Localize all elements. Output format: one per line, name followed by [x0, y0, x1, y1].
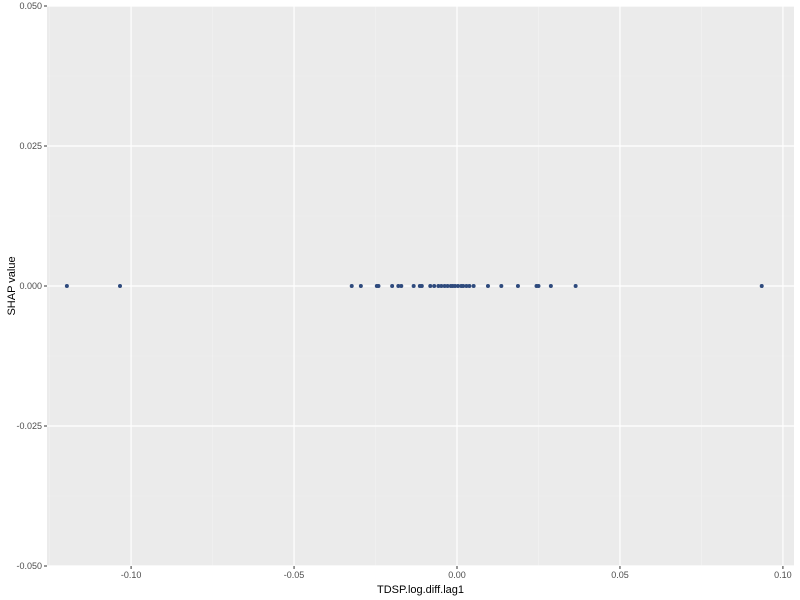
data-point — [464, 284, 469, 288]
data-point — [461, 284, 466, 288]
y-tick-label: -0.025 — [16, 421, 42, 431]
y-axis-ticks: 0.050 0.025 0.000 -0.025 -0.050 — [16, 1, 47, 571]
data-point — [442, 284, 447, 288]
data-point — [499, 284, 504, 288]
data-point — [436, 284, 441, 288]
data-point — [439, 284, 444, 288]
data-point — [390, 284, 395, 288]
data-point — [399, 284, 404, 288]
data-point — [419, 284, 424, 288]
x-tick-label: 0.05 — [611, 570, 629, 580]
data-point — [759, 284, 764, 288]
data-point — [536, 284, 541, 288]
data-point — [467, 284, 472, 288]
data-point — [471, 284, 476, 288]
y-tick-label: 0.025 — [19, 141, 42, 151]
data-points — [64, 284, 764, 288]
x-axis-title: TDSP.log.diff.lag1 — [377, 584, 464, 596]
data-point — [515, 284, 520, 288]
data-point — [432, 284, 437, 288]
major-gridlines — [47, 5, 794, 567]
data-point — [453, 284, 458, 288]
y-tick-label: 0.000 — [19, 281, 42, 291]
data-point — [548, 284, 553, 288]
data-point — [376, 284, 381, 288]
data-point — [411, 284, 416, 288]
x-tick-label: -0.10 — [121, 570, 142, 580]
y-axis-title: SHAP value — [6, 256, 18, 315]
data-point — [455, 284, 460, 288]
y-tick-label: -0.050 — [16, 561, 42, 571]
data-point — [118, 284, 123, 288]
data-point — [358, 284, 363, 288]
x-tick-label: 0.10 — [774, 570, 792, 580]
y-tick-label: 0.050 — [19, 1, 42, 11]
x-axis-ticks: -0.10 -0.05 0.00 0.05 0.10 — [121, 566, 792, 580]
data-point — [445, 284, 450, 288]
data-point — [396, 284, 401, 288]
data-point — [485, 284, 490, 288]
data-point — [349, 284, 354, 288]
x-tick-label: -0.05 — [284, 570, 305, 580]
x-tick-label: 0.00 — [448, 570, 466, 580]
data-point — [428, 284, 433, 288]
data-point — [64, 284, 69, 288]
data-point — [573, 284, 578, 288]
